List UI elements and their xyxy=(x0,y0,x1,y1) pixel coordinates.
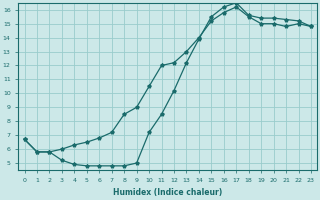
X-axis label: Humidex (Indice chaleur): Humidex (Indice chaleur) xyxy=(113,188,222,197)
